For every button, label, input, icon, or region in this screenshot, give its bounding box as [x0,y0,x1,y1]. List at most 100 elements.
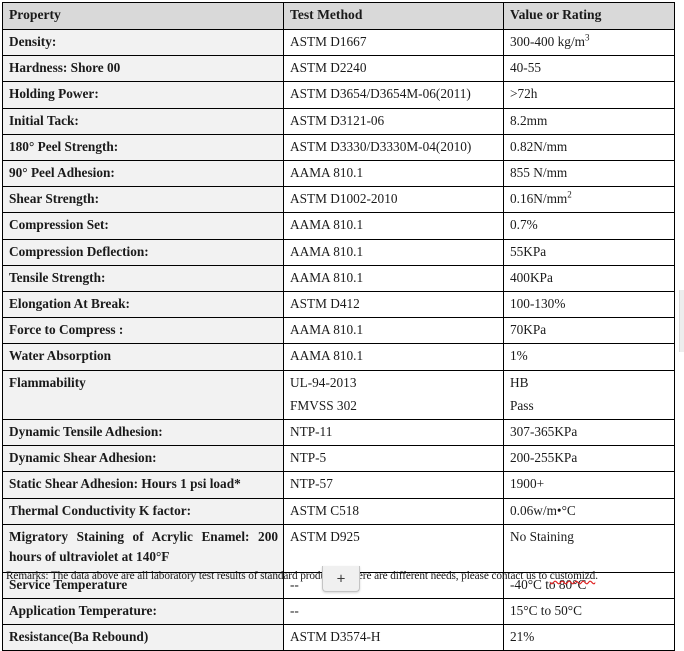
table-row: Resistance(Ba Rebound) ASTM D3574-H 21% [2,624,675,651]
cell-value: 100-130% [503,291,675,319]
cell-property: Force to Compress : [2,317,284,345]
cell-value: 0.7% [503,212,675,240]
cell-line: FMVSS 302 [290,397,357,413]
plus-icon: + [336,570,346,587]
table-row: Tensile Strength: AAMA 810.1 400KPa [2,264,675,293]
cell-test-method: AAMA 810.1 [283,160,504,188]
cell-text: 1900+ [510,476,545,492]
table-row: Dynamic Shear Adhesion: NTP-5 200-255KPa [2,445,675,473]
table-row: Compression Set: AAMA 810.1 0.7% [2,212,675,240]
superscript: 3 [584,32,590,43]
table-row: Dynamic Tensile Adhesion: NTP-11 307-365KP… [2,419,675,447]
cell-test-method: -- [283,598,504,626]
cell-property: 90° Peel Adhesion: [2,160,284,188]
zoom-in-cursor-overlay[interactable]: + [322,566,360,592]
cell-test-method: NTP-57 [283,471,504,499]
cell-property: Density: [2,28,284,57]
remarks-text-after: . [595,570,598,582]
cell-value: 0.16N/mm2 [503,186,675,214]
cell-text: AAMA 810.1 [290,269,364,285]
cell-text: -- [290,603,299,619]
cell-value: 0.06w/m•°C [503,497,675,525]
cell-text: AAMA 810.1 [290,348,364,364]
table-row: Shear Strength: ASTM D1002-2010 0.16N/mm2 [2,186,675,214]
table-row: 90° Peel Adhesion: AAMA 810.1 855 N/mm [2,160,675,188]
cell-line: HB [510,374,529,390]
column-header-property: Property [2,2,284,30]
table-row: Flammability UL-94-2013 FMVSS 302 HB Pass [2,369,675,421]
table-row: Application Temperature: -- 15°C to 50°C [2,598,675,626]
cell-property: Thermal Conductivity K factor: [2,497,284,525]
cell-text: AAMA 810.1 [290,322,364,338]
cell-text: ASTM D1002-2010 [290,191,398,207]
cell-text: >72h [510,86,538,102]
cell-test-method: AAMA 810.1 [283,343,504,371]
cell-text: 55KPa [510,243,547,259]
cell-property: Tensile Strength: [2,264,284,293]
cell-text: 855 N/mm [510,165,568,181]
table-row: Migratory Staining of Acrylic Enamel: 20… [2,523,675,573]
cell-text: 15°C to 50°C [510,603,582,619]
cell-text: 0.06w/m•°C [510,502,576,518]
cell-text: ASTM D3574-H [290,629,381,645]
cell-text: -- [290,576,299,592]
cell-value: 55KPa [503,238,675,266]
cell-test-method: AAMA 810.1 [283,317,504,345]
cell-text: ASTM D925 [290,528,360,544]
cell-test-method: ASTM D1667 [283,28,504,57]
cell-property: Holding Power: [2,81,284,109]
cell-line: Pass [510,397,534,413]
remarks-misspelled-word: customizd [549,570,596,582]
cell-text: NTP-5 [290,450,327,466]
cell-test-method: ASTM C518 [283,497,504,525]
table-row: Force to Compress : AAMA 810.1 70KPa [2,317,675,345]
cell-text: AAMA 810.1 [290,165,364,181]
cell-test-method: NTP-5 [283,445,504,473]
cell-value: No Staining [503,523,675,573]
cell-value: 855 N/mm [503,160,675,188]
cell-text: 307-365KPa [510,424,578,440]
cell-text: AAMA 810.1 [290,217,364,233]
cell-test-method: ASTM D412 [283,291,504,319]
cell-property: Water Absorption [2,343,284,371]
cell-text: -40°C to 80°C [510,576,587,592]
cell-text: 0.16N/mm [510,191,568,207]
cell-property: Dynamic Shear Adhesion: [2,445,284,473]
cell-test-method: ASTM D3330/D3330M-04(2010) [283,133,504,162]
cell-value: 200-255KPa [503,445,675,473]
cell-text: 0.82N/mm [510,138,568,154]
column-header-value: Value or Rating [503,2,675,30]
cell-property: Resistance(Ba Rebound) [2,624,284,651]
scrollbar-thumb[interactable] [679,290,684,352]
cell-test-method: AAMA 810.1 [283,212,504,240]
cell-value: 21% [503,624,675,651]
cell-text: AAMA 810.1 [290,243,364,259]
cell-property: Static Shear Adhesion: Hours 1 psi load* [2,471,284,499]
cell-value: 40-55 [503,55,675,83]
cell-property: 180° Peel Strength: [2,133,284,162]
table-row: 180° Peel Strength: ASTM D3330/D3330M-04(… [2,133,675,162]
cell-test-method: ASTM D3654/D3654M-06(2011) [283,81,504,109]
cell-text: 8.2mm [510,112,548,128]
cell-test-method: ASTM D1002-2010 [283,186,504,214]
remarks-footnote: Remarks: The data above are all laborato… [6,569,678,584]
cell-value: 307-365KPa [503,419,675,447]
cell-text: 1% [510,348,528,364]
cell-line: UL-94-2013 [290,374,357,390]
table-row: Compression Deflection: AAMA 810.1 55KPa [2,238,675,266]
table-row: Initial Tack: ASTM D3121-06 8.2mm [2,107,675,135]
cell-value: 1900+ [503,471,675,499]
cell-test-method: NTP-11 [283,419,504,447]
cell-property: Compression Set: [2,212,284,240]
cell-property: Initial Tack: [2,107,284,135]
cell-property: Elongation At Break: [2,291,284,319]
table-header-row: Property Test Method Value or Rating [2,2,675,30]
cell-test-method: ASTM D2240 [283,55,504,83]
cell-test-method: ASTM D925 [283,523,504,573]
cell-value: 0.82N/mm [503,133,675,162]
cell-text: NTP-57 [290,476,333,492]
cell-value: 400KPa [503,264,675,293]
cell-text: 70KPa [510,322,547,338]
